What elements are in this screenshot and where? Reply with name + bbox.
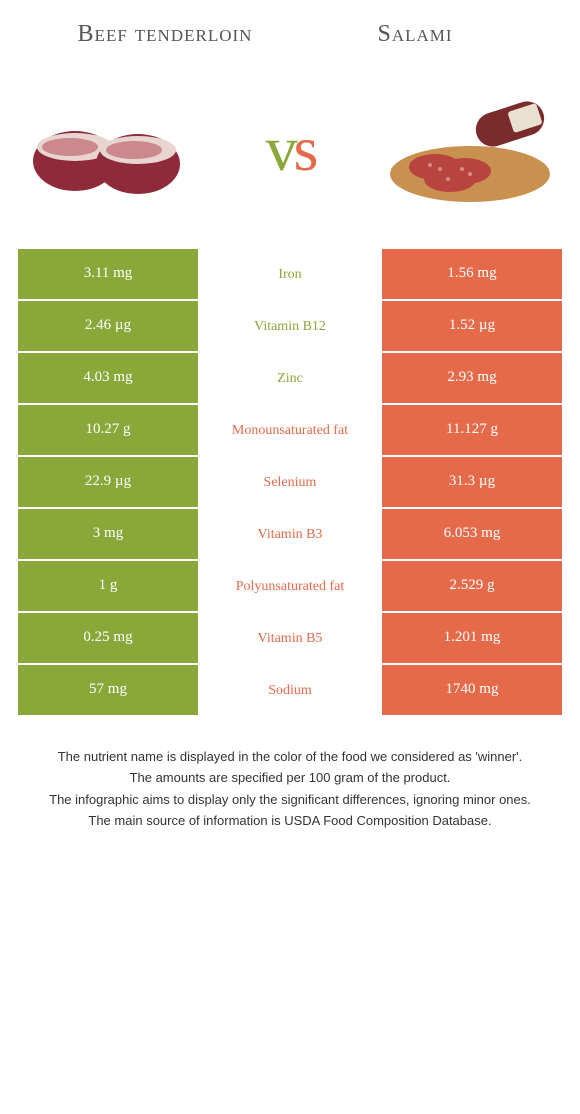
header: Beef tenderloin Salami [0, 0, 580, 59]
right-food-title: Salami [290, 20, 540, 49]
nutrient-name: Iron [198, 249, 382, 301]
footnote-line: The amounts are specified per 100 gram o… [20, 768, 560, 788]
table-row: 2.46 µgVitamin B121.52 µg [18, 301, 562, 353]
table-row: 3 mgVitamin B36.053 mg [18, 509, 562, 561]
left-food-title: Beef tenderloin [40, 20, 290, 49]
right-value: 1.201 mg [382, 613, 562, 665]
right-value: 2.529 g [382, 561, 562, 613]
footnote-line: The main source of information is USDA F… [20, 811, 560, 831]
right-value: 2.93 mg [382, 353, 562, 405]
left-value: 22.9 µg [18, 457, 198, 509]
nutrient-name: Zinc [198, 353, 382, 405]
left-value: 4.03 mg [18, 353, 198, 405]
images-row: vs [0, 59, 580, 249]
nutrient-name: Vitamin B5 [198, 613, 382, 665]
left-value: 0.25 mg [18, 613, 198, 665]
right-value: 11.127 g [382, 405, 562, 457]
nutrient-name: Vitamin B12 [198, 301, 382, 353]
right-value: 1740 mg [382, 665, 562, 717]
table-row: 4.03 mgZinc2.93 mg [18, 353, 562, 405]
beef-tenderloin-image [20, 89, 200, 209]
table-row: 10.27 gMonounsaturated fat11.127 g [18, 405, 562, 457]
footnote-line: The infographic aims to display only the… [20, 790, 560, 810]
table-row: 22.9 µgSelenium31.3 µg [18, 457, 562, 509]
right-value: 31.3 µg [382, 457, 562, 509]
left-value: 2.46 µg [18, 301, 198, 353]
nutrient-name: Polyunsaturated fat [198, 561, 382, 613]
nutrient-name: Vitamin B3 [198, 509, 382, 561]
left-value: 3.11 mg [18, 249, 198, 301]
nutrient-name: Selenium [198, 457, 382, 509]
footnote-line: The nutrient name is displayed in the co… [20, 747, 560, 767]
table-row: 57 mgSodium1740 mg [18, 665, 562, 717]
table-row: 0.25 mgVitamin B51.201 mg [18, 613, 562, 665]
nutrient-name: Monounsaturated fat [198, 405, 382, 457]
right-value: 1.56 mg [382, 249, 562, 301]
comparison-table: 3.11 mgIron1.56 mg2.46 µgVitamin B121.52… [18, 249, 562, 717]
table-row: 3.11 mgIron1.56 mg [18, 249, 562, 301]
salami-image [380, 89, 560, 209]
left-value: 57 mg [18, 665, 198, 717]
vs-label: vs [266, 112, 315, 186]
left-value: 10.27 g [18, 405, 198, 457]
left-value: 3 mg [18, 509, 198, 561]
nutrient-name: Sodium [198, 665, 382, 717]
footnotes: The nutrient name is displayed in the co… [0, 717, 580, 831]
table-row: 1 gPolyunsaturated fat2.529 g [18, 561, 562, 613]
left-value: 1 g [18, 561, 198, 613]
right-value: 1.52 µg [382, 301, 562, 353]
right-value: 6.053 mg [382, 509, 562, 561]
